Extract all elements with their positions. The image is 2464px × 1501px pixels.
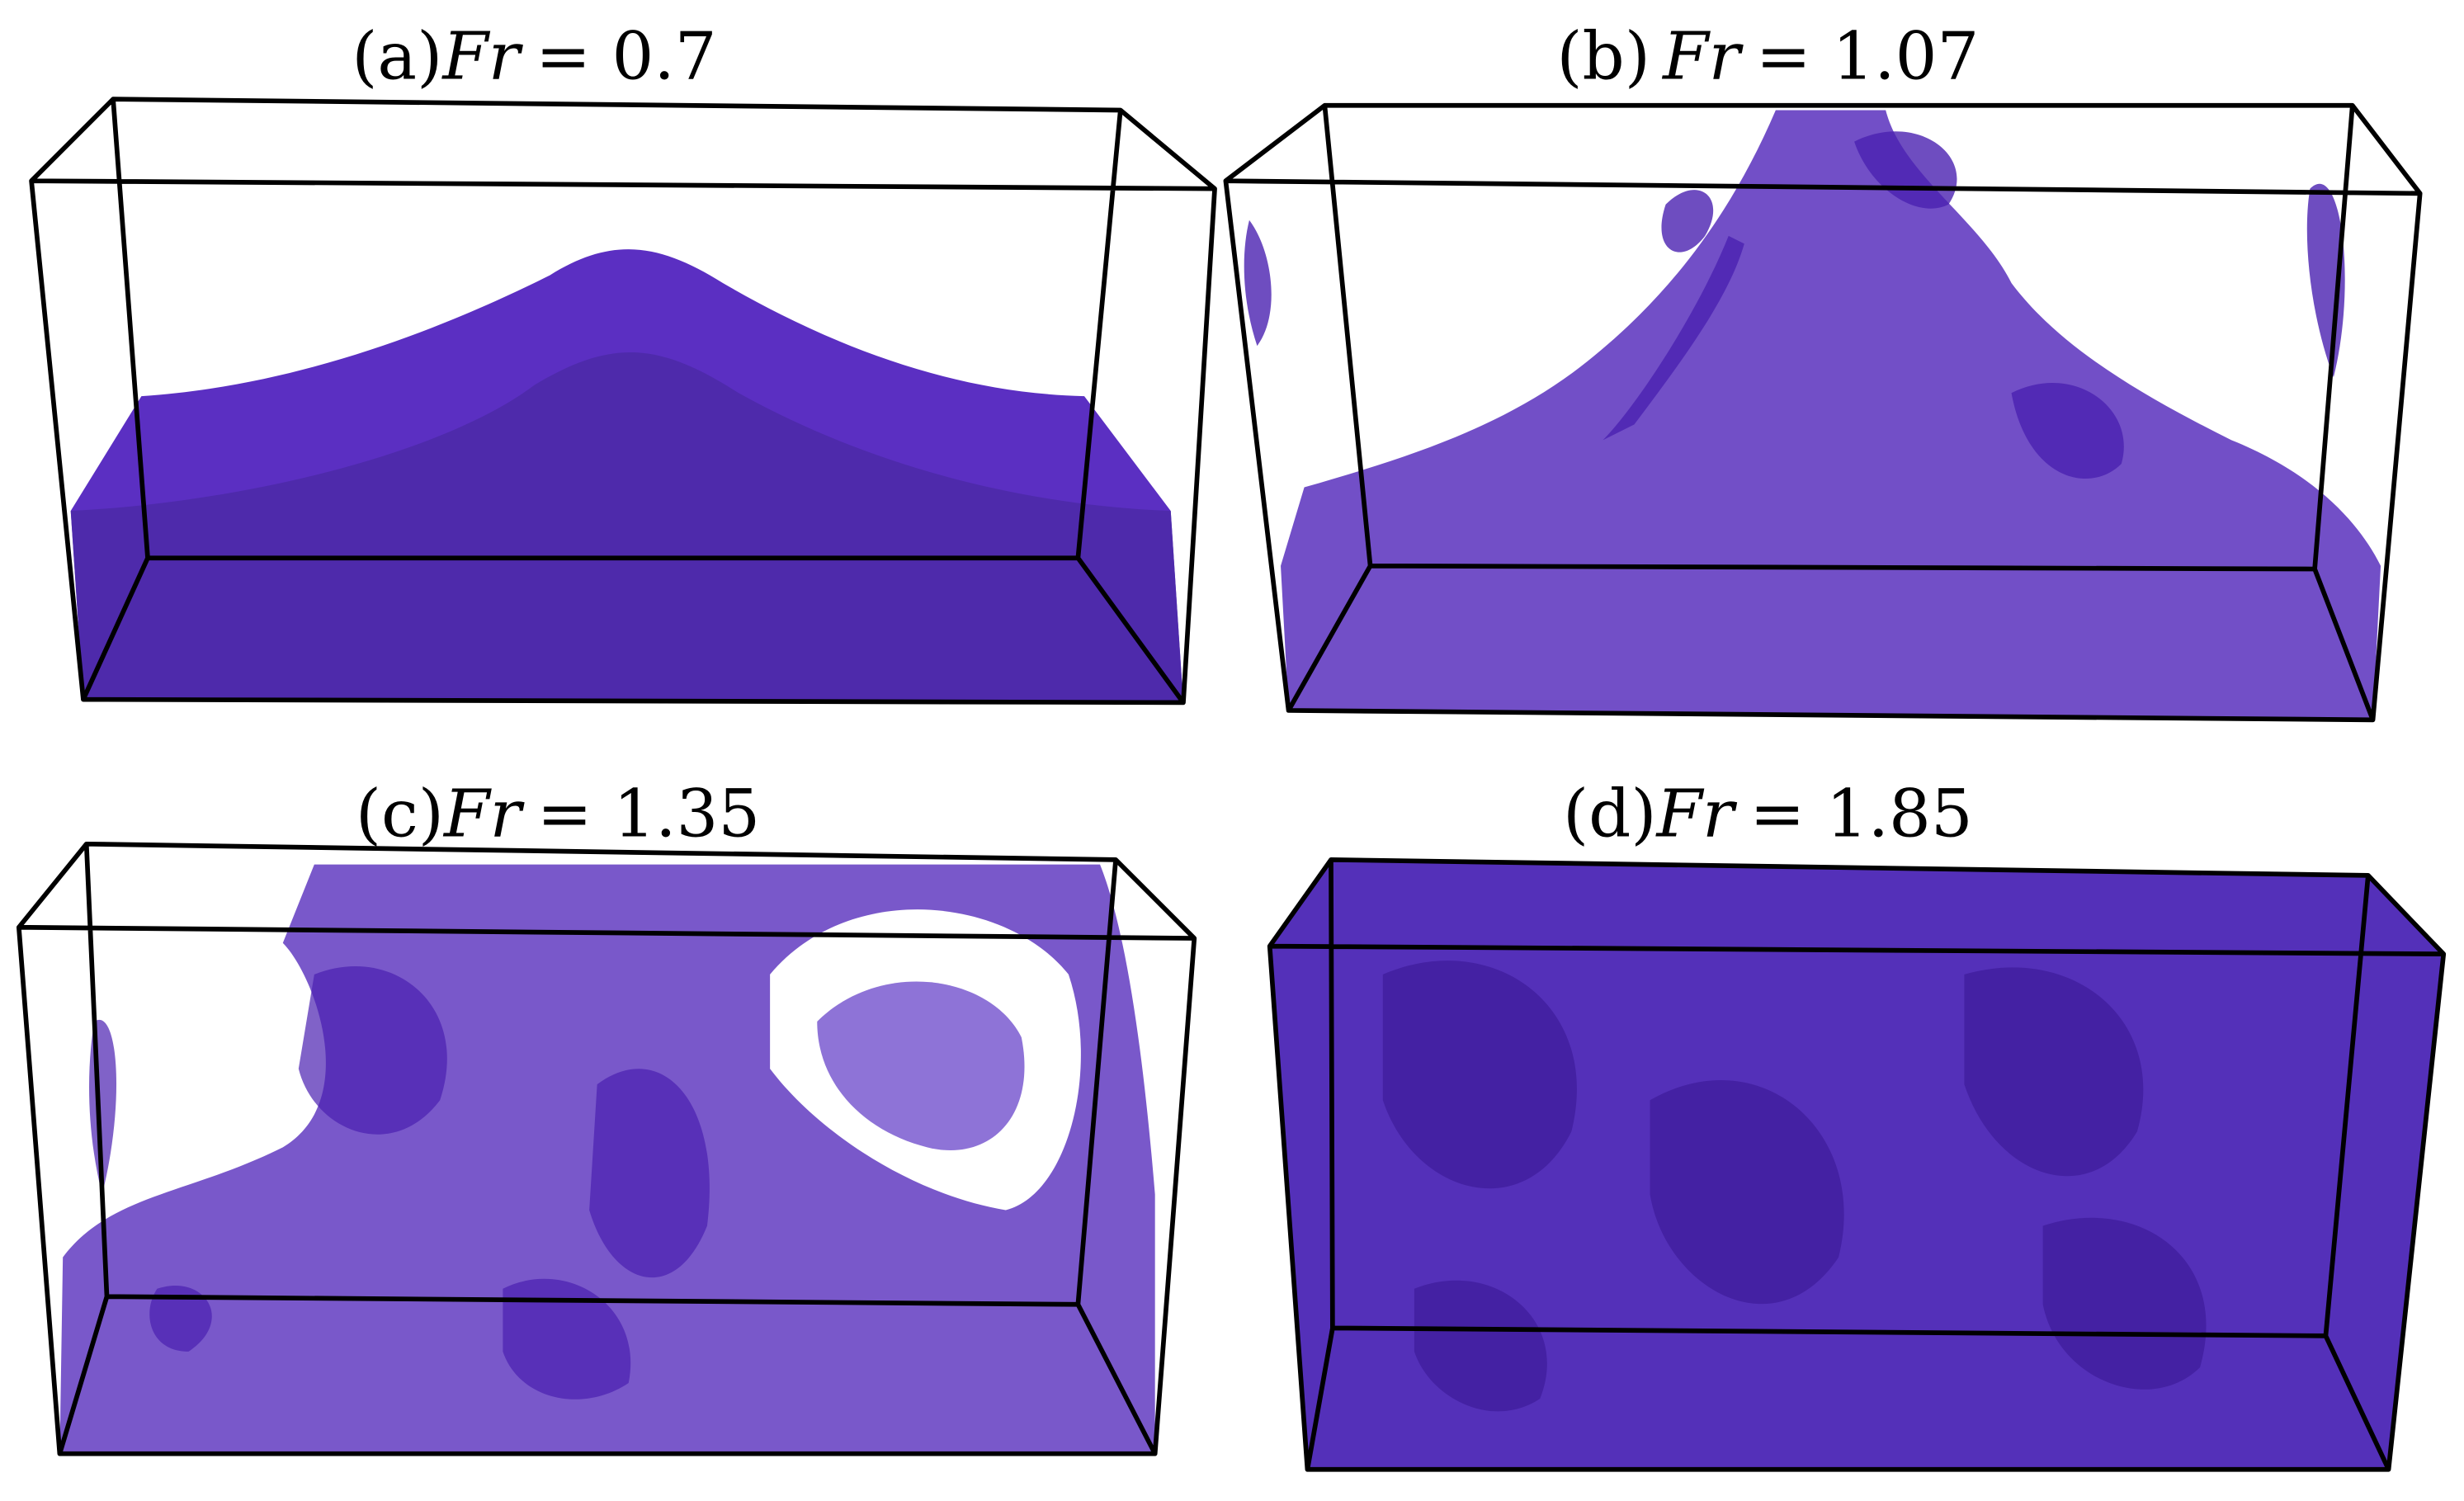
panel-label: (b): [1556, 17, 1650, 94]
symbol: Fr: [1661, 17, 1744, 94]
box: [16, 841, 1197, 1456]
box: [29, 97, 1217, 706]
symbol: Fr: [442, 775, 525, 852]
panel-title: (b) Fr = 1.07: [1556, 17, 1979, 94]
panel-label: (d): [1563, 775, 1657, 852]
relation: = 1.07: [1756, 17, 1979, 94]
panel-title: (c)Fr = 1.35: [356, 775, 760, 852]
fluid-blobs: [1244, 131, 2345, 479]
fluid-blobs: [1382, 961, 2207, 1412]
fluid: [1281, 110, 2381, 720]
relation: = 0.7: [536, 17, 717, 94]
relation: = 1.85: [1749, 775, 1972, 852]
panel-label: (a): [352, 17, 442, 94]
panel-a: [29, 97, 1217, 706]
fluid-blobs: [89, 965, 710, 1400]
symbol: Fr: [441, 17, 523, 94]
fluid-front: [70, 352, 1183, 703]
panel-title: (a)Fr = 0.7: [352, 17, 716, 94]
panel-c: [16, 841, 1197, 1456]
box: [1223, 102, 2423, 723]
box: [1267, 857, 2447, 1472]
panel-b: [1223, 102, 2423, 723]
panel-d: [1267, 857, 2447, 1472]
fluid-inner: [817, 981, 1025, 1150]
relation: = 1.35: [537, 775, 760, 852]
panel-label: (c): [356, 775, 444, 852]
symbol: Fr: [1655, 775, 1738, 852]
panel-title: (d)Fr = 1.85: [1563, 775, 1973, 852]
